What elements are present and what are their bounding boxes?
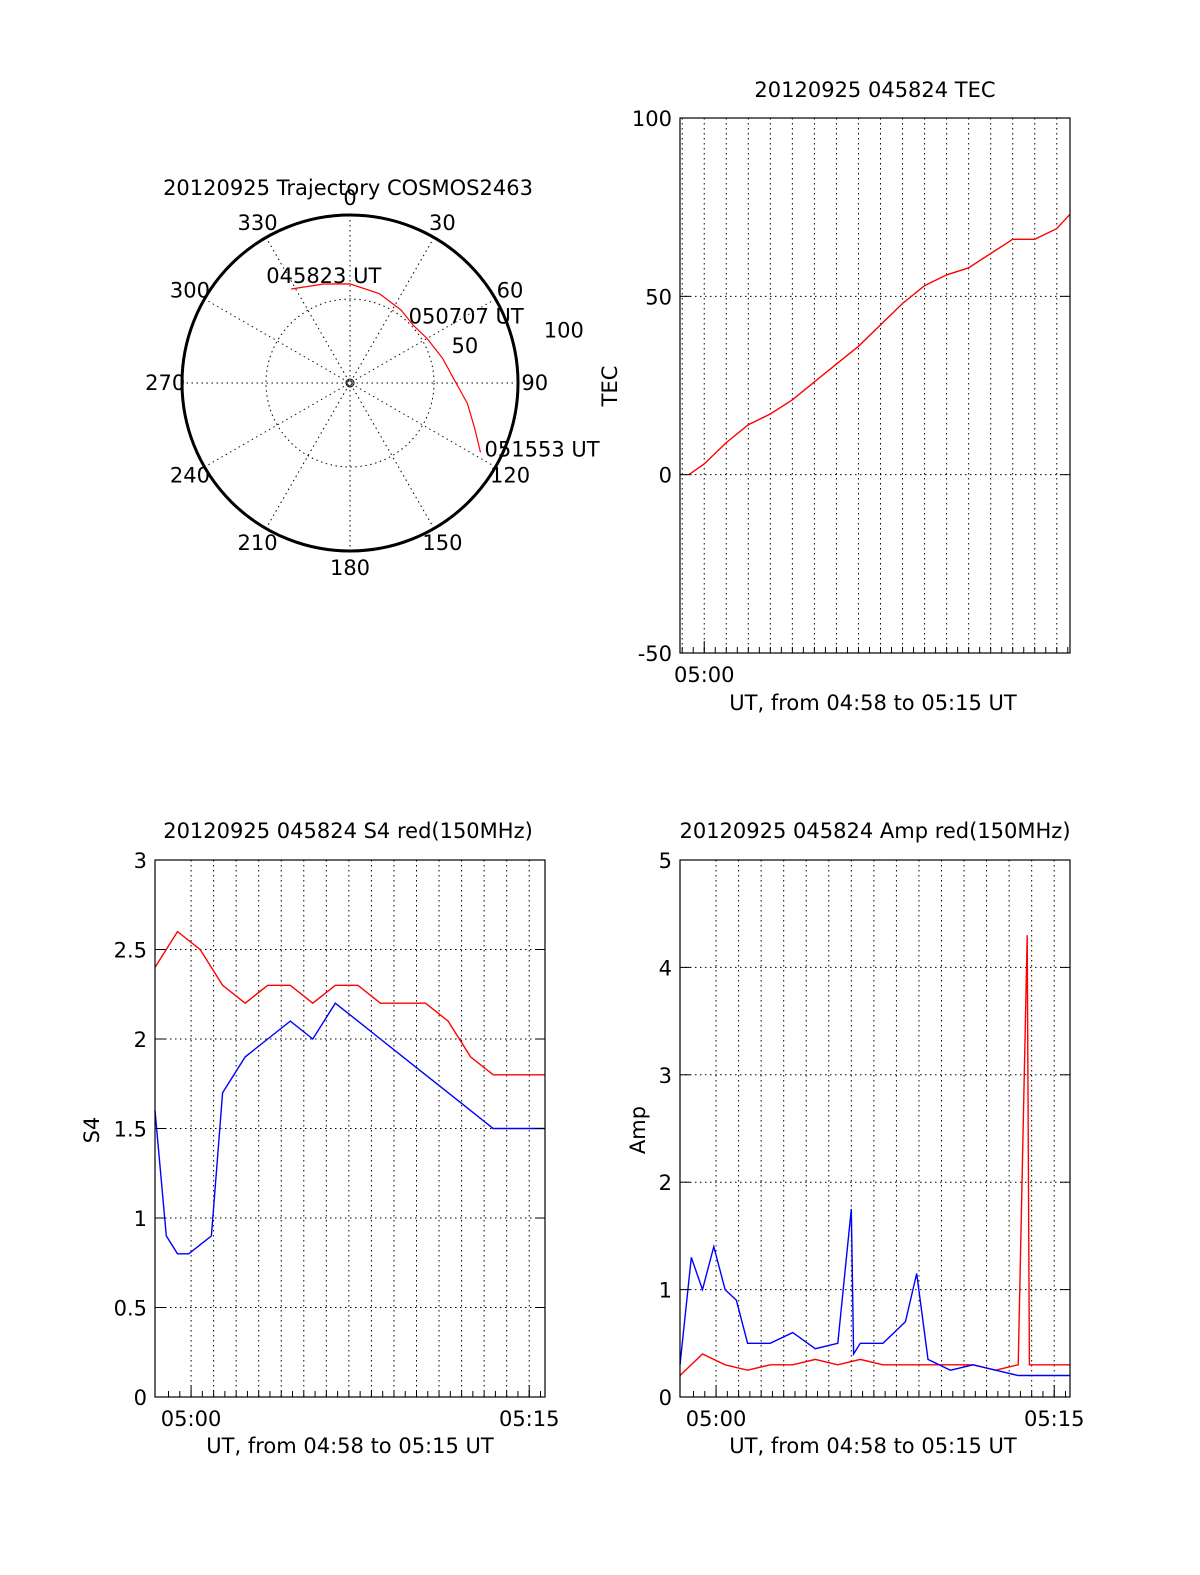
s4-grid [155,860,545,1397]
tec-ytick-label-3: 100 [632,107,672,131]
polar-annotation-1: 050707 UT [409,305,524,329]
amp-series-0 [679,935,1070,1377]
amp-ytick-label-1: 1 [659,1279,672,1303]
s4-ytick-label-4: 2 [134,1028,147,1052]
polar-annotation-2: 051553 UT [485,437,600,461]
amp-ytick-label-4: 4 [659,956,672,980]
s4-xtick-label-0: 05:00 [161,1407,222,1431]
polar-azimuth-label-270: 270 [145,371,185,395]
polar-elevation-label-100: 100 [544,319,584,343]
s4-ytick-label-6: 3 [134,849,147,873]
s4-xlabel: UT, from 04:58 to 05:15 UT [206,1434,494,1458]
tec-xtick-label-0: 05:00 [674,663,735,687]
s4-title: 20120925 045824 S4 red(150MHz) [163,819,533,843]
polar-spoke-60 [204,298,496,468]
polar-labels: 0 30 60 90 120 150 180 210 240 270 300 330 50 100 [145,186,584,580]
amp-frame [679,859,1071,1398]
s4-series-1 [154,1002,545,1255]
tec-panel: 20120925 045824 TEC -50 0 50 100 05:00 UT, f… [598,78,1071,715]
polar-spoke-30 [265,237,435,529]
s4-ytick-label-5: 2.5 [114,939,147,963]
polar-trajectory-line [291,283,482,453]
amp-grid [680,860,1070,1397]
s4-series [154,930,545,1255]
s4-ticks: 0 0.5 1 1.5 2 2.5 3 05:00 05:15 [114,849,560,1431]
s4-series-0 [154,930,545,1076]
amp-xlabel: UT, from 04:58 to 05:15 UT [729,1434,1017,1458]
s4-ylabel: S4 [80,1117,104,1144]
tec-ytick-label-0: -50 [638,642,672,666]
polar-azimuth-label-300: 300 [170,279,210,303]
polar-inner-circle [265,298,435,468]
polar-azimuth-label-60: 60 [497,279,524,303]
s4-xtick-label-1: 05:15 [499,1407,560,1431]
tec-series [688,213,1071,476]
amp-ylabel: Amp [626,1106,650,1154]
tec-ytick-label-2: 50 [645,285,672,309]
trajectory-polar-plot: 20120925 Trajectory COSMOS2463 0 30 60 90 12… [145,176,600,580]
polar-elevation-label-50: 50 [451,334,478,358]
polar-annotation-0: 045823 UT [266,264,381,288]
amp-ytick-label-2: 2 [659,1171,672,1195]
polar-spoke-150 [265,237,435,529]
tec-ylabel: TEC [598,366,622,408]
tec-ytick-label-1: 0 [659,464,672,488]
tec-xlabel: UT, from 04:58 to 05:15 UT [729,691,1017,715]
s4-panel: 20120925 045824 S4 red(150MHz) 0 0.5 1 1.5 2… [80,819,559,1458]
tec-frame [679,117,1071,654]
polar-azimuth-label-150: 150 [422,531,462,555]
amp-ytick-label-0: 0 [659,1386,672,1410]
polar-azimuth-label-330: 330 [238,211,278,235]
amp-xtick-label-1: 05:15 [1024,1407,1085,1431]
polar-azimuth-label-180: 180 [330,556,370,580]
amp-series [679,935,1070,1377]
amp-panel: 20120925 045824 Amp red(150MHz) 0 1 2 3 4 5 05… [626,819,1084,1458]
amp-xtick-label-0: 05:00 [686,1407,747,1431]
tec-ticks: -50 0 50 100 05:00 [632,107,1070,687]
amp-ticks: 0 1 2 3 4 5 05:00 05:15 [659,849,1085,1431]
polar-azimuth-label-210: 210 [238,531,278,555]
polar-azimuth-label-0: 0 [343,186,356,210]
polar-azimuth-label-90: 90 [521,371,548,395]
s4-ytick-label-1: 0.5 [114,1297,147,1321]
amp-title: 20120925 045824 Amp red(150MHz) [679,819,1070,843]
amp-ytick-label-5: 5 [659,849,672,873]
trajectory-title: 20120925 Trajectory COSMOS2463 [163,176,533,200]
polar-azimuth-label-120: 120 [490,463,530,487]
polar-azimuth-label-30: 30 [429,211,456,235]
amp-ytick-label-3: 3 [659,1064,672,1088]
amp-series-1 [679,1208,1070,1377]
tec-grid [680,118,1070,653]
polar-series [291,283,482,453]
polar-spoke-120 [204,298,496,468]
tec-series-0 [688,213,1071,476]
s4-ytick-label-3: 1.5 [114,1118,147,1142]
polar-azimuth-label-240: 240 [170,463,210,487]
polar-annotations: 045823 UT 050707 UT 051553 UT [266,264,600,461]
tec-title: 20120925 045824 TEC [754,78,995,102]
s4-ytick-label-2: 1 [134,1207,147,1231]
s4-ytick-label-0: 0 [134,1386,147,1410]
polar-center-mark [345,378,355,388]
polar-grid [180,213,520,553]
